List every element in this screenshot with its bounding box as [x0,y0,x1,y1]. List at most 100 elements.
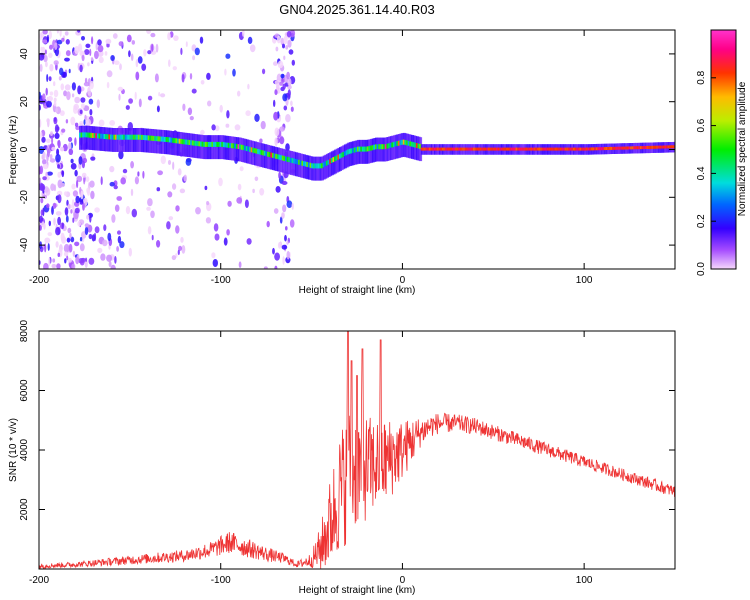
spectrogram-noise-cell [282,256,285,265]
spectrogram-ridge-halo [180,132,184,157]
x-tick-label: 0 [400,575,406,586]
spectrogram-ridge-core [170,137,174,143]
spectrogram-ridge-halo [214,135,218,160]
spectrogram-ridge-halo [252,141,256,165]
spectrogram-ridge-core [121,134,125,140]
snr-series-line [39,331,675,569]
spectrogram-noise-cell [86,214,90,220]
spectrogram-ridge-halo [108,127,112,152]
spectrogram-noise-cell [77,85,82,95]
spectrogram-ridge-core [599,147,602,151]
spectrogram-ridge-core [460,147,463,151]
spectrogram-noise-cell [168,59,171,67]
spectrogram-ridge-core [528,147,532,151]
spectrogram-noise-cell [49,63,54,72]
spectrogram-ridge-core [296,159,300,165]
spectrogram-ridge-core [118,134,121,140]
spectrogram-ridge-core [139,134,143,140]
spectrogram-ridge-halo [227,136,231,160]
spectrogram-ridge-halo [121,128,125,152]
spectrogram-ridge-core [432,147,435,151]
spectrogram-noise-cell [289,219,295,228]
spectrogram-noise-cell [143,49,147,57]
spectrogram-noise-cell [71,263,76,269]
spectrogram-ridge-core [469,147,473,151]
spectrogram-noise-cell [91,36,94,45]
spectrogram-ridge-core [113,134,116,140]
spectrogram-noise-cell [274,137,278,146]
spectrogram-noise-cell [249,44,256,53]
spectrogram-noise-cell [160,155,166,165]
spectrogram-noise-cell [40,183,46,192]
spectrogram-noise-cell [287,85,292,90]
spectrogram-noise-cell [52,258,56,263]
spectrogram-ridge-core [473,147,476,151]
spectrogram-noise-cell [88,91,92,97]
spectrogram-noise-cell [69,232,72,239]
spectrogram-ridge-core [415,143,419,148]
spectrogram-noise-cell [214,125,220,132]
spectrogram-ridge-halo [111,128,115,152]
spectrogram-noise-cell [81,54,85,62]
spectrogram-noise-cell [74,46,80,54]
spectrogram-ridge-core [401,139,404,145]
spectrogram-noise-cell [57,179,63,189]
spectrogram-ridge-core [551,147,555,151]
spectrogram-noise-cell [85,257,88,262]
spectrogram-ridge-halo [162,130,166,154]
spectrogram-noise-cell [118,93,121,101]
spectrogram-noise-cell [206,201,210,206]
spectrogram-noise-cell [39,118,42,128]
spectrogram-noise-cell [74,96,81,104]
spectrogram-ridge-core [396,141,399,147]
spectrogram-noise-cell [81,172,87,178]
spectrogram-noise-cell [90,190,95,200]
spectrogram-noise-cell [272,247,275,255]
spectrogram-ridge-halo [409,134,413,159]
spectrogram-ridge-core [448,147,452,151]
spectrogram-ridge-halo [360,139,364,164]
spectrogram-noise-cell [59,110,65,116]
spectrogram-ridge-halo [219,135,223,160]
spectrogram-ridge-halo [88,126,92,150]
spectrogram-ridge-core [651,145,654,149]
spectrogram-noise-cell [48,257,51,267]
spectrogram-noise-cell [167,191,173,198]
spectrogram-noise-cell [76,179,79,189]
spectrogram-noise-cell [118,41,124,47]
spectrogram-ridge-core [481,147,484,151]
spectrogram-ridge-halo [206,135,210,160]
spectrogram-ridge-core [404,140,407,145]
spectrogram-ridge-halo [105,127,109,152]
spectrogram-ridge-halo [262,143,266,168]
spectrogram-ridge-halo [334,149,338,174]
spectrogram-ridge-core [574,147,578,151]
spectrogram-ridge-core [196,141,200,147]
spectrogram-noise-cell [200,129,205,135]
spectrogram-ridge-core [648,145,651,149]
spectrogram-ridge-core [510,147,514,151]
spectrogram-ridge-halo [258,142,262,167]
spectrogram-ridge-halo [335,148,339,173]
spectrogram-noise-cell [70,158,74,164]
spectrogram-ridge-halo [186,133,190,157]
spectrogram-ridge-halo [296,152,300,177]
spectrogram-ridge-core [429,147,432,151]
spectrogram-ridge-core [623,146,627,150]
spectrogram-noise-cell [287,89,291,98]
spectrogram-ridge-core [543,147,546,151]
spectrogram-noise-cell [47,148,50,158]
spectrogram-noise-cell [122,168,128,174]
spectrogram-noise-cell [100,253,106,261]
spectrogram-ridge-halo [90,126,94,150]
spectrogram-noise-cell [134,91,137,100]
spectrogram-noise-cell [61,37,65,42]
spectrogram-noise-cell [245,110,251,117]
spectrogram-ridge-core [309,162,313,168]
spectrogram-noise-cell [71,199,75,208]
spectrogram-ridge-halo [357,139,360,164]
spectrogram-noise-cell [125,105,130,110]
spectrogram-noise-cell [54,42,58,50]
spectrogram-noise-cell [49,158,56,163]
spectrogram-ridge-halo [229,136,233,161]
